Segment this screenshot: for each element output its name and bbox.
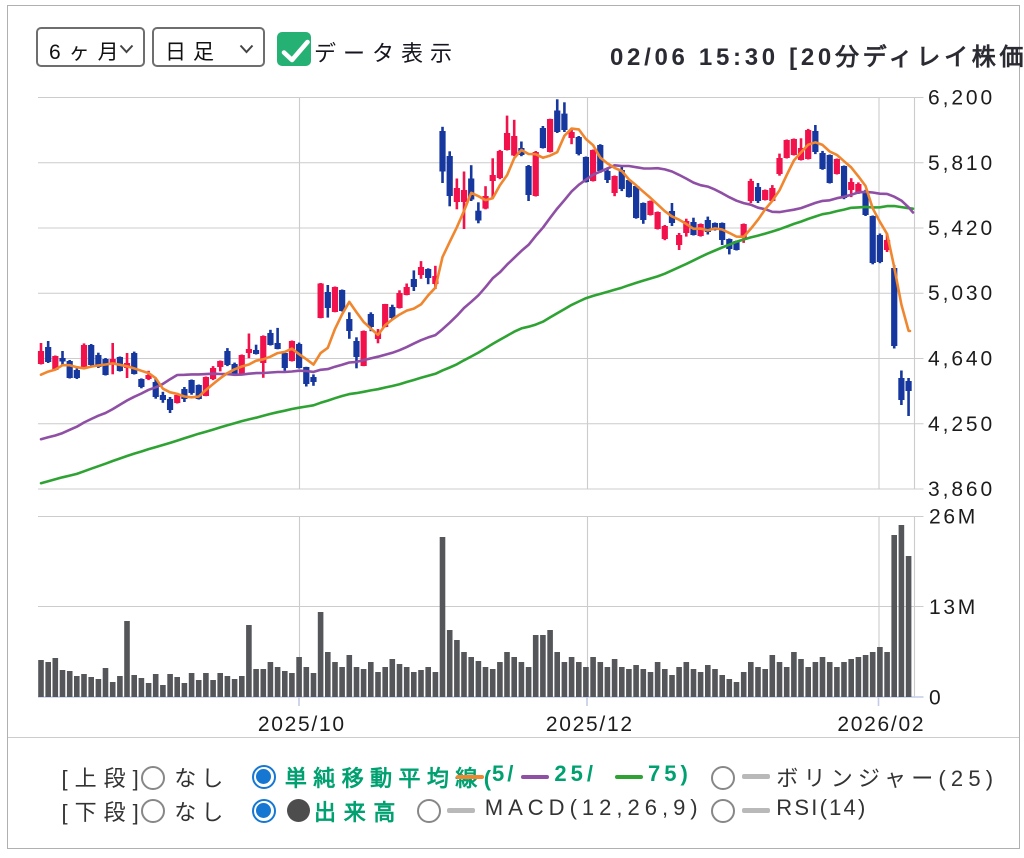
svg-text:5,420: 5,420 xyxy=(928,217,995,240)
svg-text:0: 0 xyxy=(929,687,941,710)
svg-text:3,860: 3,860 xyxy=(928,478,995,501)
svg-text:2026/02: 2026/02 xyxy=(837,713,925,736)
svg-text:4,250: 4,250 xyxy=(928,413,995,436)
svg-text:13M: 13M xyxy=(929,596,978,619)
svg-text:4,640: 4,640 xyxy=(928,348,995,371)
svg-text:2025/10: 2025/10 xyxy=(258,713,346,736)
svg-text:2025/12: 2025/12 xyxy=(546,713,634,736)
svg-text:6,200: 6,200 xyxy=(928,87,995,110)
svg-text:5,810: 5,810 xyxy=(928,152,995,175)
svg-text:26M: 26M xyxy=(929,506,978,529)
svg-text:5,030: 5,030 xyxy=(928,282,995,305)
